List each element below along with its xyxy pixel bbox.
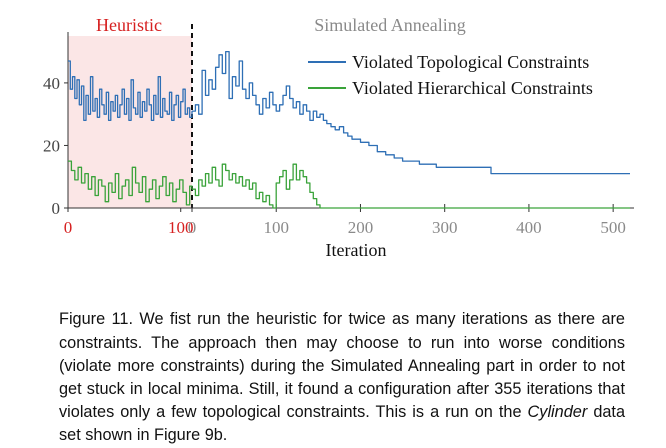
sa-phase-title: Simulated Annealing (314, 15, 465, 35)
caption-tail: data set shown in Figure 9b. (59, 403, 626, 445)
y-tick-label-0: 0 (52, 199, 61, 218)
heuristic-x-tick-label-1: 100 (168, 218, 194, 237)
topological-heuristic-line (68, 60, 193, 122)
legend-topological-label: Violated Topological Constraints (352, 52, 589, 72)
sa-x-tick-label-4: 400 (516, 218, 542, 237)
heuristic-phase-title: Heuristic (96, 15, 162, 35)
sa-x-tick-label-5: 500 (600, 218, 626, 237)
sa-x-tick-label-2: 200 (348, 218, 374, 237)
heuristic-region-shade (68, 36, 192, 208)
heuristic-x-tick-label-0: 0 (64, 218, 73, 237)
hierarchical-heuristic-line (68, 160, 193, 206)
sa-x-tick-label-0: 0 (188, 218, 197, 237)
legend-hierarchical-label: Violated Hierarchical Constraints (352, 78, 593, 98)
caption-dataset-name: Cylinder (527, 403, 588, 422)
sa-x-tick-label-3: 300 (432, 218, 458, 237)
y-tick-label-2: 40 (43, 74, 60, 93)
y-tick-label-1: 20 (43, 136, 60, 155)
sa-x-tick-label-1: 100 (263, 218, 289, 237)
x-axis-label: Iteration (326, 240, 387, 260)
figure-caption: Figure 11. We fist run the heuristic for… (59, 308, 625, 447)
topological-annealing-line (192, 50, 630, 175)
caption-lead: Figure 11. We fist run the heuristic for… (59, 310, 625, 422)
hierarchical-annealing-line (192, 163, 630, 209)
